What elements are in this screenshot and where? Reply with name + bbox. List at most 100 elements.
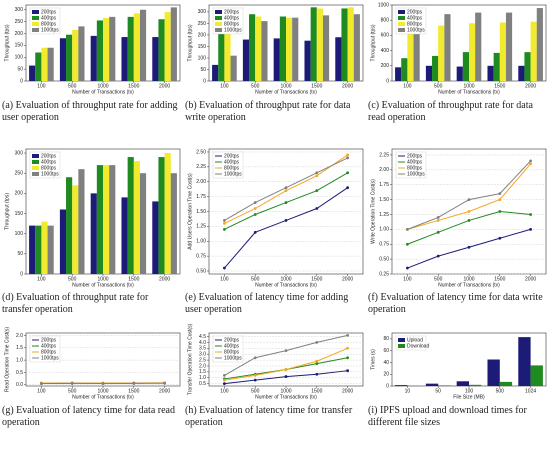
y-tick-label: 50	[17, 251, 23, 257]
x-tick-label: 500	[68, 83, 77, 89]
y-tick-label: 50	[200, 67, 206, 73]
bar	[121, 37, 128, 81]
y-tick-label: 1.00	[196, 239, 206, 245]
caption: (b) Evaluation of throughput rate for da…	[185, 100, 351, 123]
legend-swatch	[32, 28, 39, 32]
bar	[249, 14, 256, 82]
y-tick-label: 0.50	[379, 256, 389, 262]
y-axis-label: Transfer Operation Time Cost(s)	[187, 323, 193, 395]
legend-label: 800tps	[407, 165, 423, 171]
marker	[498, 198, 502, 201]
bar	[322, 15, 330, 82]
bar	[279, 16, 286, 81]
bar	[109, 165, 116, 274]
y-tick-label: 0.5	[199, 381, 206, 387]
legend-label: 400tps	[224, 343, 240, 349]
legend-swatch	[32, 160, 39, 164]
x-tick-label: 100	[220, 83, 229, 89]
y-tick-label: 0.5	[16, 370, 23, 376]
caption: (g) Evaluation of latency time for data …	[2, 405, 175, 428]
marker	[253, 356, 257, 360]
y-tick-label: 50	[17, 66, 23, 72]
x-tick-label: 1000	[97, 388, 108, 394]
bar	[78, 169, 85, 274]
legend-label: 800tps	[224, 349, 240, 355]
x-tick-label: 500	[251, 276, 260, 282]
marker	[436, 254, 440, 258]
marker	[436, 216, 440, 219]
legend-swatch	[215, 22, 222, 26]
y-tick-label: 800	[381, 18, 390, 24]
y-tick-label: 0	[203, 78, 206, 84]
bar	[505, 12, 513, 82]
bar	[273, 38, 280, 81]
marker	[315, 359, 319, 363]
legend-label: 200tps	[224, 153, 240, 159]
legend-label: 800tps	[407, 21, 423, 27]
bar	[59, 38, 67, 81]
bar	[66, 177, 73, 274]
x-tick-label: 1500	[311, 388, 322, 394]
y-axis-label: Throughput (tps)	[370, 24, 376, 61]
marker	[315, 189, 319, 193]
marker	[406, 266, 409, 270]
bar	[90, 35, 97, 81]
caption: (h) Evaluation of latency time for trans…	[185, 405, 353, 428]
marker	[467, 210, 471, 213]
bar	[133, 161, 140, 274]
x-tick-label: 500	[434, 276, 443, 282]
y-tick-label: 1000	[378, 2, 389, 8]
y-tick-label: 1.5	[16, 345, 23, 351]
y-tick-label: 200	[198, 32, 207, 38]
bar	[41, 47, 48, 81]
marker	[101, 382, 105, 385]
legend-label: 1000tps	[41, 355, 59, 361]
marker	[315, 341, 319, 344]
x-tick-label: 1500	[128, 276, 139, 282]
legend-label: 200tps	[224, 9, 240, 15]
y-tick-label: 300	[15, 150, 24, 156]
marker	[529, 162, 532, 166]
bar	[72, 29, 79, 81]
marker	[346, 346, 349, 350]
bar	[127, 157, 134, 274]
x-tick-label: 2000	[159, 83, 170, 89]
y-axis-label: Throughput (tps)	[187, 24, 193, 61]
x-tick-label: 2000	[342, 83, 353, 89]
y-axis-label: Throughput (tps)	[4, 193, 10, 230]
y-tick-label: 2.00	[196, 179, 206, 185]
legend-label: 800tps	[41, 21, 57, 27]
legend-label: 400tps	[41, 159, 57, 165]
bar	[103, 18, 110, 81]
y-tick-label: 2.0	[199, 363, 206, 369]
y-tick-label: 400	[381, 48, 390, 54]
bar	[536, 8, 543, 81]
y-tick-label: 0.50	[196, 268, 206, 274]
marker	[406, 242, 409, 246]
bar	[425, 65, 433, 81]
bar	[35, 52, 42, 81]
bar	[261, 21, 268, 81]
x-tick-label: 2000	[342, 276, 353, 282]
legend-swatch	[398, 28, 405, 32]
x-tick-label: 1000	[463, 83, 474, 89]
bar	[103, 165, 110, 274]
y-tick-label: 1.75	[379, 182, 389, 188]
caption: (c) Evaluation of throughput rate for da…	[368, 100, 533, 123]
y-tick-label: 200	[15, 31, 24, 37]
bar	[524, 52, 531, 81]
bar	[499, 22, 506, 81]
x-axis-label: Number of Transactions (tx)	[72, 282, 134, 288]
marker	[70, 381, 74, 385]
y-tick-label: 0	[20, 78, 23, 84]
bar	[530, 21, 537, 81]
bar	[487, 359, 500, 386]
x-axis-label: Number of Transactions (tx)	[255, 89, 317, 95]
x-axis-label: Number of Transactions (tx)	[72, 394, 134, 400]
marker	[346, 333, 349, 337]
y-tick-label: 250	[15, 171, 24, 177]
x-tick-label: 1000	[97, 83, 108, 89]
bar	[518, 337, 531, 386]
bar	[487, 65, 494, 81]
y-tick-label: 1.00	[379, 227, 389, 233]
